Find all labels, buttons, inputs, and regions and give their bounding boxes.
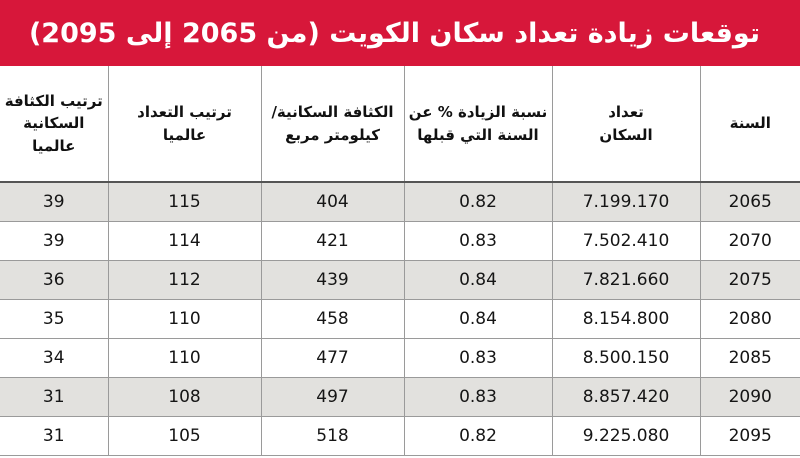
cell-density-rank: 39 bbox=[0, 221, 108, 261]
cell-increase: 0.83 bbox=[403, 377, 552, 417]
cell-year: 2090 bbox=[699, 377, 800, 417]
cell-population-rank: 108 bbox=[107, 377, 261, 417]
cell-year: 2070 bbox=[699, 221, 800, 261]
cell-increase: 0.84 bbox=[403, 260, 552, 300]
cell-population: 7.502.410 bbox=[551, 221, 700, 261]
cell-population-rank: 105 bbox=[107, 416, 261, 456]
table-row: 2090 8.857.420 0.83 497 108 31 bbox=[0, 377, 800, 417]
cell-year: 2075 bbox=[699, 260, 800, 300]
cell-population: 7.199.170 bbox=[551, 182, 700, 222]
cell-population-rank: 110 bbox=[107, 299, 261, 339]
table-row: 2075 7.821.660 0.84 439 112 36 bbox=[0, 260, 800, 300]
cell-year: 2065 bbox=[699, 182, 800, 222]
table-row: 2065 7.199.170 0.82 404 115 39 bbox=[0, 182, 800, 222]
table-row: 2070 7.502.410 0.83 421 114 39 bbox=[0, 221, 800, 261]
cell-population-rank: 110 bbox=[107, 338, 261, 378]
cell-population: 8.857.420 bbox=[551, 377, 700, 417]
cell-density: 518 bbox=[260, 416, 404, 456]
cell-population-rank: 112 bbox=[107, 260, 261, 300]
cell-increase: 0.82 bbox=[403, 182, 552, 222]
cell-year: 2085 bbox=[699, 338, 800, 378]
cell-density: 458 bbox=[260, 299, 404, 339]
cell-density-rank: 31 bbox=[0, 377, 108, 417]
cell-density-rank: 35 bbox=[0, 299, 108, 339]
cell-year: 2095 bbox=[699, 416, 800, 456]
header-year: السنة bbox=[699, 66, 800, 183]
table-header-row: السنة تعداد السكان نسبة الزيادة % عن الس… bbox=[0, 66, 800, 183]
population-table: السنة تعداد السكان نسبة الزيادة % عن الس… bbox=[0, 66, 800, 456]
table-row: 2080 8.154.800 0.84 458 110 35 bbox=[0, 299, 800, 339]
header-increase: نسبة الزيادة % عن السنة التي قبلها bbox=[403, 66, 552, 183]
page-title: توقعات زيادة تعداد سكان الكويت (من 2065 … bbox=[28, 17, 760, 49]
cell-population: 8.500.150 bbox=[551, 338, 700, 378]
header-density: الكثافة السكانية/ كيلومتر مربع bbox=[260, 66, 404, 183]
title-bar: توقعات زيادة تعداد سكان الكويت (من 2065 … bbox=[0, 0, 800, 66]
cell-density: 439 bbox=[260, 260, 404, 300]
cell-increase: 0.83 bbox=[403, 221, 552, 261]
cell-density-rank: 36 bbox=[0, 260, 108, 300]
cell-population-rank: 115 bbox=[107, 182, 261, 222]
cell-increase: 0.82 bbox=[403, 416, 552, 456]
header-population: تعداد السكان bbox=[551, 66, 700, 183]
header-population-rank: ترتيب التعداد عالميا bbox=[107, 66, 261, 183]
cell-population-rank: 114 bbox=[107, 221, 261, 261]
cell-population: 8.154.800 bbox=[551, 299, 700, 339]
cell-density: 477 bbox=[260, 338, 404, 378]
cell-density-rank: 34 bbox=[0, 338, 108, 378]
table-row: 2085 8.500.150 0.83 477 110 34 bbox=[0, 338, 800, 378]
cell-population: 9.225.080 bbox=[551, 416, 700, 456]
cell-population: 7.821.660 bbox=[551, 260, 700, 300]
cell-year: 2080 bbox=[699, 299, 800, 339]
cell-density-rank: 31 bbox=[0, 416, 108, 456]
cell-increase: 0.84 bbox=[403, 299, 552, 339]
cell-increase: 0.83 bbox=[403, 338, 552, 378]
cell-density: 497 bbox=[260, 377, 404, 417]
header-density-rank: ترتيب الكثافة السكانية عالميا bbox=[0, 66, 108, 183]
cell-density: 421 bbox=[260, 221, 404, 261]
cell-density: 404 bbox=[260, 182, 404, 222]
table-row: 2095 9.225.080 0.82 518 105 31 bbox=[0, 416, 800, 456]
cell-density-rank: 39 bbox=[0, 182, 108, 222]
